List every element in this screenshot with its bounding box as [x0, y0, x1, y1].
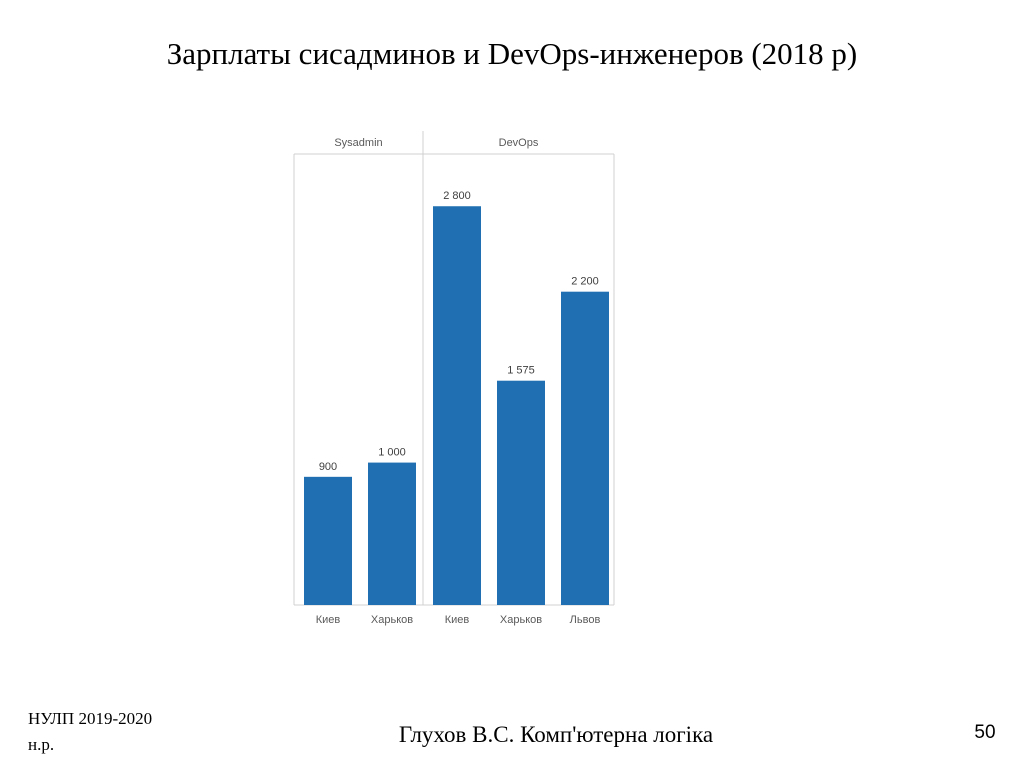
data-label: 2 800: [443, 190, 471, 202]
data-label: 2 200: [571, 276, 599, 288]
page-number: 50: [974, 722, 996, 743]
footer-institution: НУЛП 2019-2020 н.р.: [28, 709, 153, 754]
category-label: Киев: [445, 614, 470, 626]
category-label: Львов: [570, 614, 601, 626]
bar-sysadmin-2: [368, 462, 416, 605]
data-label: 1 000: [378, 447, 406, 459]
bar-devops-2: [497, 380, 545, 605]
group-header-sysadmin: Sysadmin: [334, 137, 382, 149]
data-label: 900: [319, 461, 337, 473]
slide-title: Зарплаты сисадминов и DevOps-инженеров (…: [166, 36, 858, 71]
data-label: 1 575: [507, 365, 535, 377]
bar-sysadmin-1: [304, 476, 352, 605]
bar-devops-3: [561, 291, 609, 605]
category-label: Харьков: [500, 614, 542, 626]
group-header-devops: DevOps: [499, 137, 539, 149]
category-label: Киев: [316, 614, 341, 626]
footer-author: Глухов В.С. Комп'ютерна логіка: [398, 722, 714, 747]
bar-devops-1: [433, 206, 481, 605]
category-label: Харьков: [371, 614, 413, 626]
